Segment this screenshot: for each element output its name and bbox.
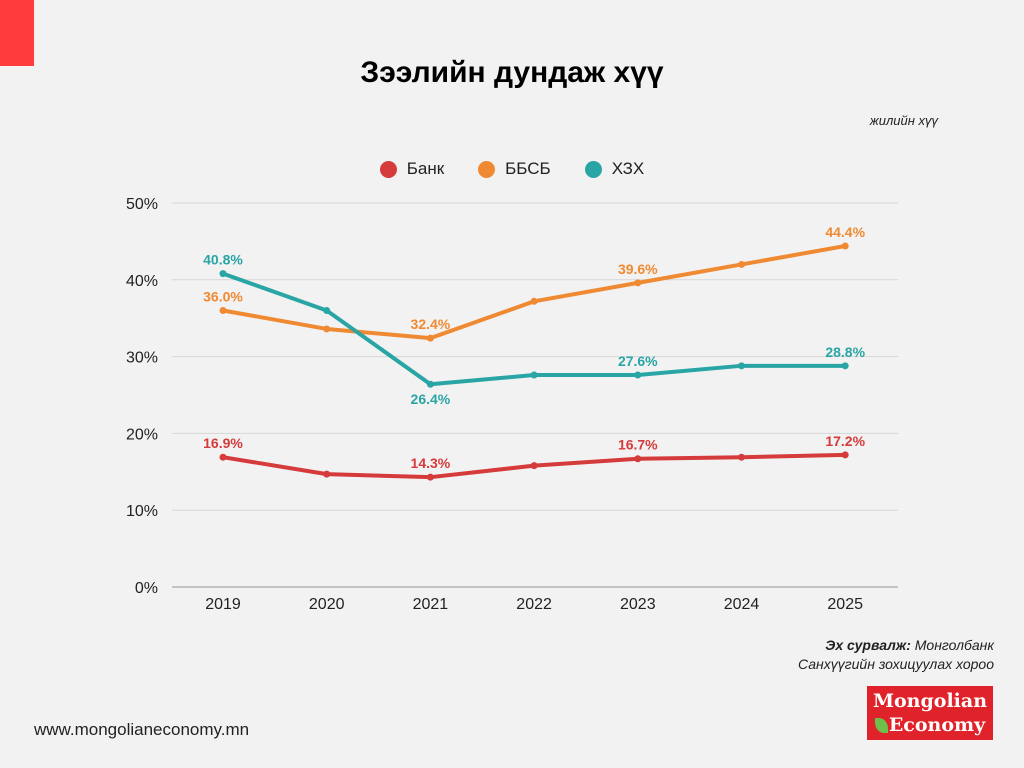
y-tick-label: 0% xyxy=(135,580,158,597)
data-label-bank: 16.7% xyxy=(618,437,658,453)
legend-label-hzh: ХЗХ xyxy=(611,159,645,178)
logo-line-1: Mongolian xyxy=(872,690,988,712)
data-point-bbsb xyxy=(219,307,227,315)
data-point-bank xyxy=(841,451,849,459)
data-label-hzh: 28.8% xyxy=(825,344,865,360)
data-point-hzh xyxy=(219,270,227,278)
source-line-1: Монголбанк xyxy=(914,637,994,653)
legend-label-bbsb: ББСБ xyxy=(505,159,551,178)
y-tick-label: 30% xyxy=(126,350,158,367)
y-tick-label: 20% xyxy=(126,426,158,443)
logo-line-2: Economy xyxy=(888,714,986,736)
x-tick-label: 2022 xyxy=(516,596,552,613)
legend-label-bank: Банк xyxy=(406,159,445,178)
source-label: Эх сурвалж: xyxy=(825,637,911,653)
data-label-bank: 17.2% xyxy=(825,433,865,449)
data-point-bbsb xyxy=(738,260,745,268)
legend-item-bank: Банк xyxy=(379,159,445,179)
unit-label: жилийн хүү xyxy=(869,113,938,128)
x-tick-label: 2019 xyxy=(205,596,241,613)
data-point-bbsb xyxy=(530,297,538,305)
legend-dot-bbsb xyxy=(478,160,496,178)
website-url[interactable]: www.mongolianeconomy.mn xyxy=(34,720,250,739)
data-label-bbsb: 36.0% xyxy=(203,289,243,305)
data-label-bank: 14.3% xyxy=(411,455,451,471)
data-label-hzh: 26.4% xyxy=(411,391,451,407)
data-point-bbsb xyxy=(634,279,642,287)
chart-title: Зээлийн дундаж хүү xyxy=(360,56,664,89)
data-point-bank xyxy=(530,462,538,470)
legend-item-hzh: ХЗХ xyxy=(584,159,645,179)
data-label-hzh: 27.6% xyxy=(618,353,658,369)
source-line-2: Санхүүгийн зохицуулах хороо xyxy=(797,656,994,672)
data-label-bbsb: 44.4% xyxy=(825,224,865,240)
legend-dot-hzh xyxy=(584,160,602,178)
x-tick-label: 2023 xyxy=(620,596,656,613)
leaf-icon xyxy=(874,718,888,733)
y-tick-label: 50% xyxy=(126,196,158,213)
y-tick-label: 10% xyxy=(126,503,158,520)
data-label-bbsb: 39.6% xyxy=(618,261,658,277)
data-point-hzh xyxy=(530,371,538,379)
data-label-hzh: 40.8% xyxy=(203,252,243,268)
mongolian-economy-logo: Mongolian Economy xyxy=(867,686,993,740)
data-label-bank: 16.9% xyxy=(203,435,243,451)
legend-item-bbsb: ББСБ xyxy=(478,159,551,179)
x-tick-label: 2024 xyxy=(724,596,760,613)
data-point-bank xyxy=(426,473,434,481)
data-point-bank xyxy=(738,453,745,461)
data-point-hzh xyxy=(634,371,642,379)
accent-corner-block xyxy=(0,0,34,66)
series-line-bbsb xyxy=(221,244,848,341)
x-tick-label: 2021 xyxy=(413,596,449,613)
data-point-hzh xyxy=(323,307,331,315)
data-point-bank xyxy=(219,453,227,461)
data-point-bank xyxy=(634,455,642,463)
legend-dot-bank xyxy=(379,160,397,178)
x-tick-label: 2025 xyxy=(827,596,863,613)
source-note: Эх сурвалж: Монголбанк Санхүүгийн зохицу… xyxy=(798,636,994,674)
data-point-bbsb xyxy=(426,334,434,342)
data-label-bbsb: 32.4% xyxy=(411,316,451,332)
chart-legend: Банк ББСБ ХЗХ xyxy=(0,159,1024,179)
data-point-bbsb xyxy=(323,325,331,333)
data-point-hzh xyxy=(426,380,434,388)
data-point-hzh xyxy=(841,362,849,370)
data-point-bank xyxy=(323,470,331,478)
data-point-hzh xyxy=(738,362,745,370)
x-tick-label: 2020 xyxy=(309,596,345,613)
y-tick-label: 40% xyxy=(126,273,158,290)
data-point-bbsb xyxy=(841,242,849,250)
